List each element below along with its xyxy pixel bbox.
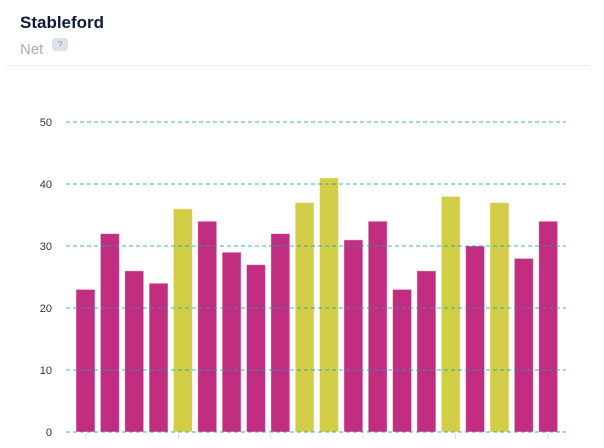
chart-title: Stableford <box>20 13 105 32</box>
bar <box>270 233 291 433</box>
bar <box>440 195 461 433</box>
y-tick-label: 20 <box>40 303 52 315</box>
y-tick-label: 30 <box>40 241 52 253</box>
y-tick-label: 10 <box>40 365 52 377</box>
bar <box>124 270 145 433</box>
bar <box>319 177 339 433</box>
bar <box>75 288 96 433</box>
bar <box>148 282 169 433</box>
y-tick-label: 0 <box>46 427 52 439</box>
bar <box>538 220 559 433</box>
bar <box>392 288 413 433</box>
bar <box>221 251 242 433</box>
bar <box>465 245 486 433</box>
y-tick-label: 50 <box>40 117 52 129</box>
y-tick-label: 40 <box>40 179 52 191</box>
bar <box>367 220 388 433</box>
bar <box>343 239 364 433</box>
chart-subtitle: Net <box>20 41 44 58</box>
bar <box>489 202 510 433</box>
header-divider <box>6 65 590 66</box>
bar <box>245 264 266 433</box>
bar <box>513 257 534 433</box>
bar <box>172 208 193 433</box>
bar <box>294 202 315 433</box>
bar <box>416 270 437 433</box>
bar <box>99 233 120 433</box>
bar <box>197 220 218 433</box>
question-bubble-icon[interactable]: ? <box>52 38 68 51</box>
